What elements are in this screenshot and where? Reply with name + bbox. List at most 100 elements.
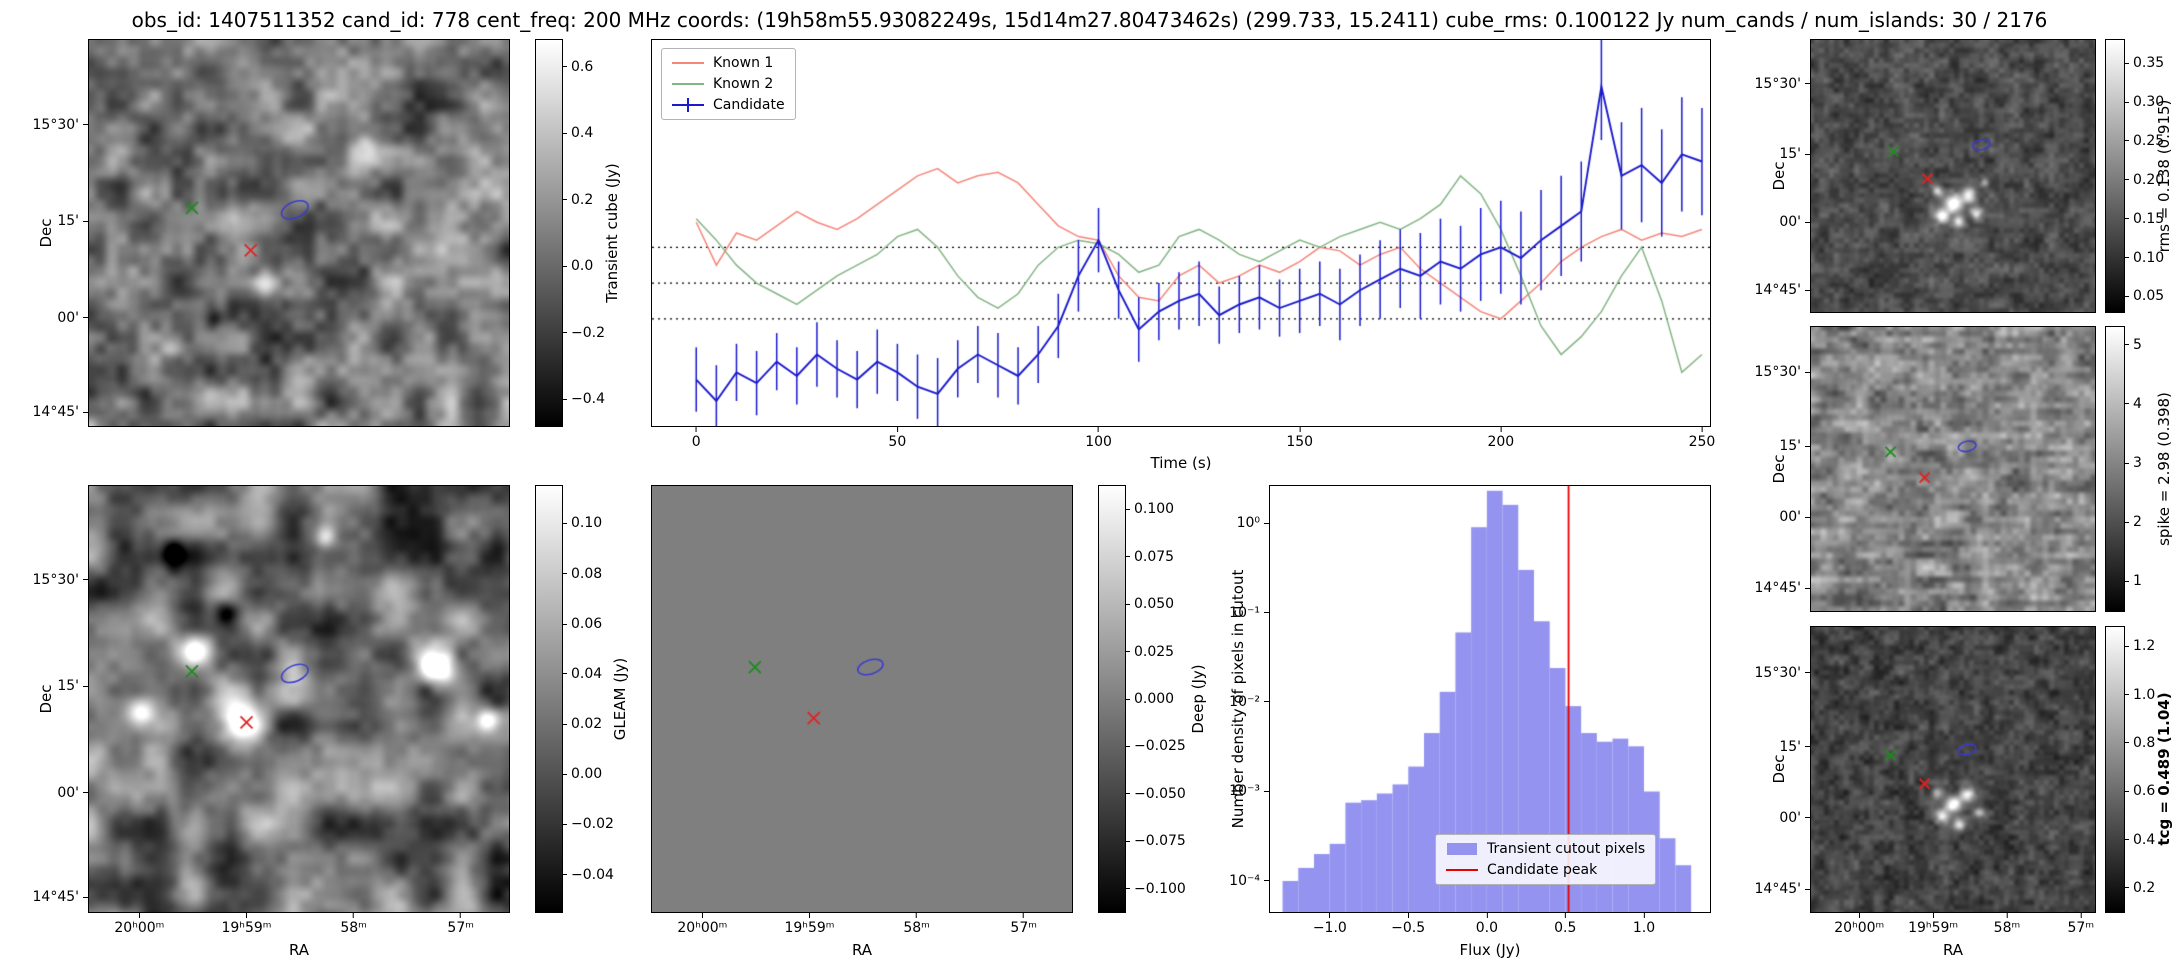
colorbar-gleam-ticks: 0.10 0.08 0.06 0.04 0.02 0.00 −0.02 −0.04 [536,486,614,912]
spike-image [1811,327,2095,611]
tick-label: 100 [1085,426,1112,449]
gleam-image [89,486,509,912]
colorbar-spike: 5 4 3 2 1 [2105,326,2142,612]
panel-transient-cube-image: 15°30' 15' 00' 14°45' [33,39,510,427]
colorbar-label-tcg: tcg = 0.489 (1.04) [2155,692,2173,846]
tick-label: 20ʰ00ᵐ [1834,912,1884,935]
tick-label: 250 [1689,426,1715,449]
tick-label: 10⁻⁴ [1229,874,1270,888]
colorbar-rms-ticks: 0.35 0.30 0.25 0.20 0.15 0.10 0.05 [2106,40,2164,312]
tick-label: 0.050 [1125,597,1174,611]
legend-label-known1: Known 1 [713,55,774,71]
tick-label: 0.100 [1125,502,1174,516]
tick-label: 0.10 [562,516,602,530]
colorbar-deep-ticks: 0.100 0.075 0.050 0.025 0.000 −0.025 −0.050 −0.… [1099,486,1186,912]
colorbar-label-transient-cube: Transient cube (Jy) [603,163,621,303]
tick-label: 150 [1286,426,1313,449]
dec-axis-label: Dec [1770,454,1788,484]
tick-label: 5 [2124,338,2142,352]
tick-label: 20ʰ00ᵐ [114,912,164,935]
tick-label: 0.075 [1125,550,1174,564]
colorbar-transient-cube: 0.6 0.4 0.2 0.0 −0.2 −0.4 [535,39,605,427]
tick-label: 50 [888,426,906,449]
legend-entry-known2: Known 2 [672,77,785,91]
tick-label: 20ʰ00ᵐ [677,912,727,935]
tick-label: 1.0 [1633,912,1655,935]
tick-label: 00' [57,786,89,800]
legend-label-candidate: Candidate [713,97,785,113]
tick-label: 58ᵐ [1994,912,2020,935]
tick-label: 200 [1487,426,1514,449]
flux-axis-label: Flux (Jy) [1459,941,1521,959]
dec-axis-label: Dec [1770,161,1788,191]
tick-label: 00' [1779,510,1811,524]
tick-label: 0.8 [2124,736,2155,750]
deep-image [652,486,1072,912]
tick-label: 1.2 [2124,639,2155,653]
tick-label: 0.02 [562,717,602,731]
tick-label: 0.06 [562,617,602,631]
dec-axis-label: Dec [37,218,55,248]
panel-histogram: 10⁰ 10⁻¹ 10⁻² 10⁻³ 10⁻⁴ −1.0 −0.5 0.0 0.5 1.0 Tr… [1229,485,1711,935]
tick-label: 0.05 [2124,289,2164,303]
tick-label: −1.0 [1313,912,1347,935]
tick-label: 0.2 [2124,881,2155,895]
colorbar-label-rms: rms = 0.138 (0.915) [2155,99,2173,253]
dec-axis-label: Dec [37,684,55,714]
tick-label: 0.000 [1125,692,1174,706]
legend-entry-cutout-pixels: Transient cutout pixels [1446,842,1645,856]
tick-label: 15' [57,679,89,693]
tick-label: 15' [57,214,89,228]
tick-label: 14°45' [1755,581,1811,595]
tick-label: 00' [1779,215,1811,229]
legend-entry-candidate-peak: Candidate peak [1446,863,1645,877]
tick-label: 19ʰ59ᵐ [784,912,835,935]
tick-label: 14°45' [33,890,89,904]
tick-label: 0.0 [1476,912,1498,935]
legend-label-candidate-peak: Candidate peak [1487,862,1598,878]
ra-axis-label: RA [288,941,310,959]
tick-label: −0.050 [1125,787,1186,801]
tick-label: 0.04 [562,667,602,681]
tick-label: −0.075 [1125,834,1186,848]
tick-label: 0.025 [1125,645,1174,659]
tick-label: 00' [57,311,89,325]
panel-deep-image: 20ʰ00ᵐ 19ʰ59ᵐ 58ᵐ 57ᵐ [651,485,1073,935]
rms-image [1811,40,2095,312]
tick-label: 0.4 [562,126,593,140]
tick-label: 15' [1779,439,1811,453]
tick-label: 15' [1779,147,1811,161]
tick-label: 19ʰ59ᵐ [1908,912,1958,935]
tick-label: 0.00 [562,767,602,781]
legend-label-known2: Known 2 [713,76,774,92]
colorbar-rms: 0.35 0.30 0.25 0.20 0.15 0.10 0.05 [2105,39,2164,313]
histogram-y-axis-label: Number density of pixels in cutout [1229,569,1247,829]
tick-label: 0.2 [562,193,593,207]
tick-label: 0.4 [2124,833,2155,847]
figure-title: obs_id: 1407511352 cand_id: 778 cent_fre… [131,8,2048,32]
panel-gleam-image: 15°30' 15' 00' 14°45' 20ʰ00ᵐ 19ʰ59ᵐ 58ᵐ 57ᵐ [33,485,510,935]
legend-entry-known1: Known 1 [672,56,785,70]
tick-label: 15°30' [33,573,89,587]
ra-axis-label: RA [851,941,873,959]
colorbar-transient-cube-ticks: 0.6 0.4 0.2 0.0 −0.2 −0.4 [536,40,605,426]
tick-label: 15°30' [33,118,89,132]
tick-label: 1 [2124,574,2142,588]
tick-label: 4 [2124,397,2142,411]
tick-label: 57ᵐ [1010,912,1037,935]
known1-line-swatch [672,56,704,70]
tick-label: −0.025 [1125,739,1186,753]
legend-entry-candidate: Candidate [672,98,785,112]
tick-label: −0.4 [562,392,605,406]
tick-label: 14°45' [33,405,89,419]
tick-label: 2 [2124,515,2142,529]
tick-label: 0.10 [2124,251,2164,265]
tcg-image [1811,627,2095,912]
tick-label: 0.5 [1554,912,1576,935]
panel-spike-image: 15°30' 15' 00' 14°45' [1755,326,2096,612]
histogram-legend: Transient cutout pixels Candidate peak [1435,834,1657,885]
colorbar-label-deep: Deep (Jy) [1189,664,1207,734]
legend-label-cutout-pixels: Transient cutout pixels [1487,841,1646,857]
tick-label: 58ᵐ [903,912,930,935]
